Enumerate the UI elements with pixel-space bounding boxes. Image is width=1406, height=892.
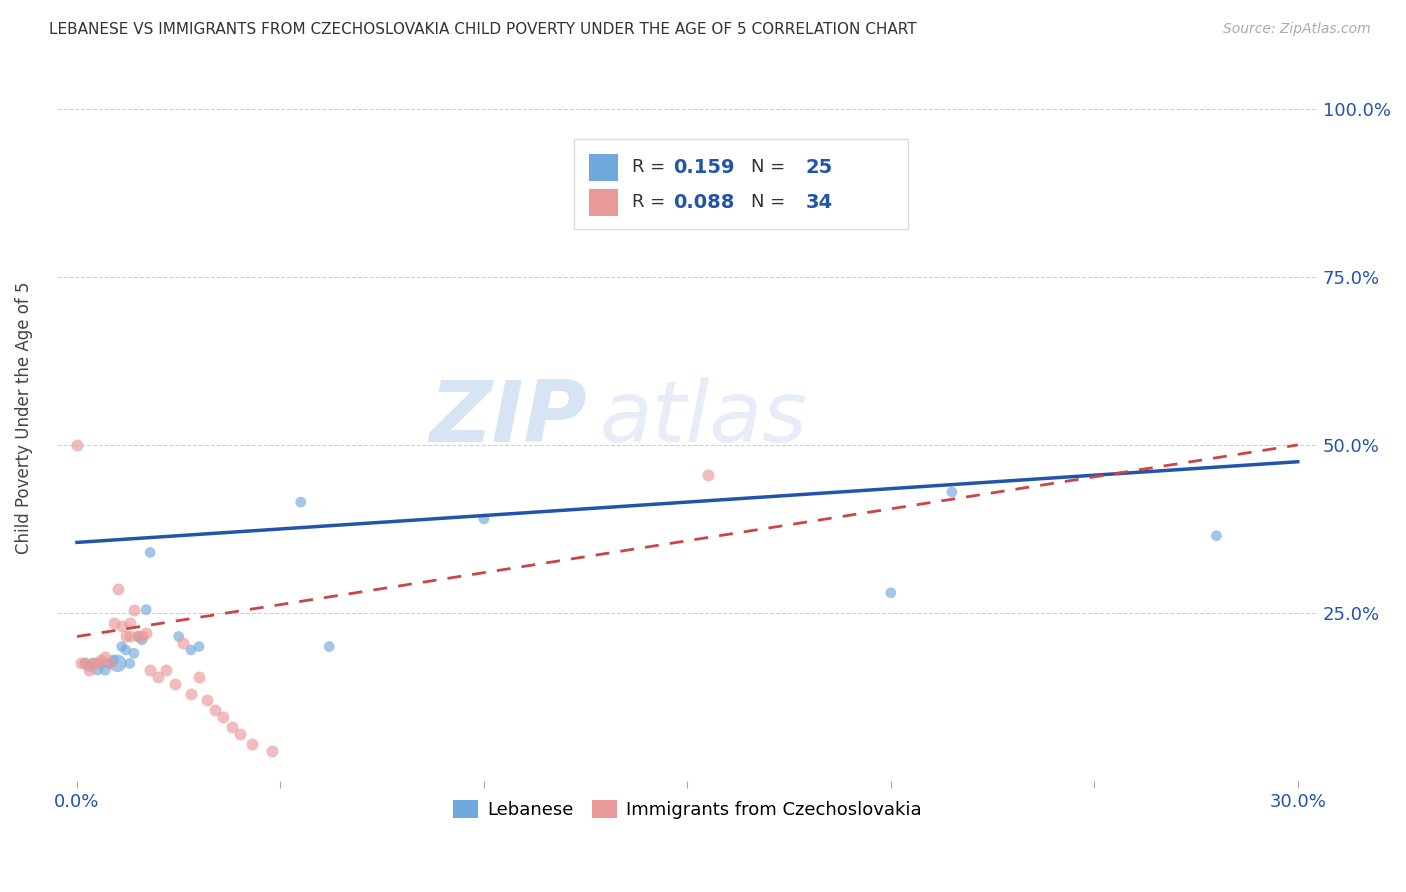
Point bbox=[118, 615, 141, 630]
Text: 25: 25 bbox=[806, 158, 832, 177]
Point bbox=[880, 586, 903, 600]
Point bbox=[127, 630, 149, 644]
Text: ZIP: ZIP bbox=[429, 376, 586, 459]
Point bbox=[77, 663, 100, 677]
Point bbox=[98, 657, 121, 671]
Point bbox=[163, 676, 186, 690]
Point bbox=[111, 619, 134, 633]
Point bbox=[139, 663, 162, 677]
Point bbox=[118, 657, 141, 671]
Point bbox=[70, 657, 93, 671]
Point bbox=[94, 663, 117, 677]
Point bbox=[941, 485, 963, 500]
Point bbox=[135, 626, 157, 640]
Legend: Lebanese, Immigrants from Czechoslovakia: Lebanese, Immigrants from Czechoslovakia bbox=[446, 793, 929, 826]
Point bbox=[148, 670, 170, 684]
Point bbox=[86, 657, 108, 671]
Point bbox=[86, 663, 108, 677]
Point bbox=[131, 630, 153, 644]
Point bbox=[135, 602, 157, 616]
Point bbox=[167, 630, 190, 644]
Point bbox=[188, 640, 211, 654]
Point bbox=[82, 657, 104, 671]
Point bbox=[180, 643, 202, 657]
Point bbox=[696, 468, 718, 483]
Point bbox=[131, 632, 153, 647]
Point bbox=[290, 495, 312, 509]
Point bbox=[107, 657, 129, 671]
Text: LEBANESE VS IMMIGRANTS FROM CZECHOSLOVAKIA CHILD POVERTY UNDER THE AGE OF 5 CORR: LEBANESE VS IMMIGRANTS FROM CZECHOSLOVAK… bbox=[49, 22, 917, 37]
Point bbox=[188, 670, 211, 684]
Text: R =: R = bbox=[631, 158, 671, 177]
Point bbox=[82, 657, 104, 671]
Point bbox=[172, 636, 194, 650]
FancyBboxPatch shape bbox=[589, 154, 619, 180]
Point bbox=[90, 653, 112, 667]
Point bbox=[262, 744, 284, 758]
Point bbox=[118, 630, 141, 644]
Point bbox=[195, 693, 218, 707]
Point bbox=[114, 643, 136, 657]
Text: Source: ZipAtlas.com: Source: ZipAtlas.com bbox=[1223, 22, 1371, 37]
Point bbox=[204, 703, 226, 717]
Point bbox=[122, 646, 145, 660]
Point bbox=[139, 545, 162, 559]
Text: 0.159: 0.159 bbox=[673, 158, 735, 177]
Point bbox=[77, 659, 100, 673]
Point bbox=[1205, 529, 1227, 543]
Point bbox=[180, 687, 202, 701]
Point bbox=[472, 512, 495, 526]
FancyBboxPatch shape bbox=[589, 189, 619, 216]
Text: atlas: atlas bbox=[599, 376, 807, 459]
Point bbox=[90, 657, 112, 671]
Point bbox=[212, 710, 235, 724]
Text: R =: R = bbox=[631, 194, 671, 211]
Text: 0.088: 0.088 bbox=[673, 193, 735, 211]
Point bbox=[94, 649, 117, 664]
Point bbox=[98, 657, 121, 671]
Point bbox=[75, 657, 97, 671]
Point bbox=[114, 630, 136, 644]
Text: N =: N = bbox=[751, 194, 790, 211]
Text: 34: 34 bbox=[806, 193, 832, 211]
Point bbox=[107, 582, 129, 597]
Point bbox=[318, 640, 340, 654]
Point bbox=[122, 602, 145, 616]
Text: N =: N = bbox=[751, 158, 790, 177]
Point bbox=[103, 653, 125, 667]
Point bbox=[229, 727, 252, 741]
Point bbox=[155, 663, 177, 677]
Y-axis label: Child Poverty Under the Age of 5: Child Poverty Under the Age of 5 bbox=[15, 282, 32, 554]
Point bbox=[221, 720, 243, 734]
Point bbox=[75, 657, 97, 671]
Point bbox=[240, 737, 263, 751]
Point bbox=[111, 640, 134, 654]
Point bbox=[127, 630, 149, 644]
Point bbox=[66, 438, 89, 452]
Point bbox=[103, 615, 125, 630]
FancyBboxPatch shape bbox=[574, 138, 908, 229]
